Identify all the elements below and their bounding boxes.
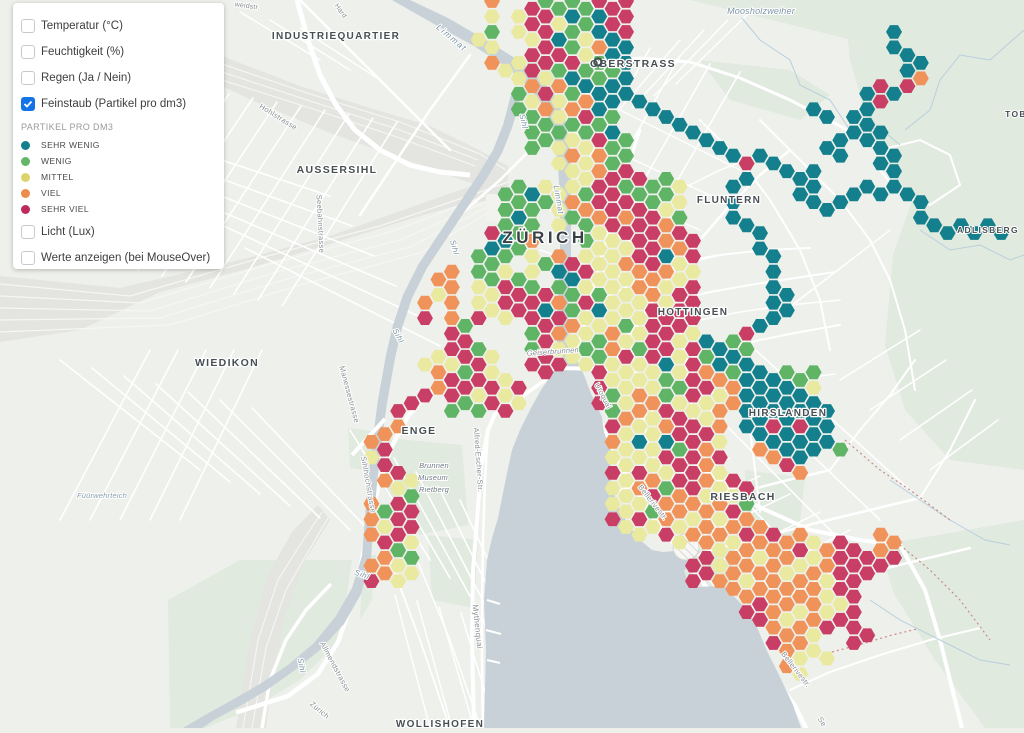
svg-text:Moosholzweiher: Moosholzweiher <box>727 6 796 16</box>
svg-text:FLUNTERN: FLUNTERN <box>697 195 761 206</box>
svg-text:TOB: TOB <box>1005 109 1024 119</box>
svg-text:Brunnen: Brunnen <box>419 461 449 470</box>
svg-text:Sihl: Sihl <box>296 657 308 674</box>
svg-text:Rietberg: Rietberg <box>419 485 450 494</box>
svg-text:OBERSTRASS: OBERSTRASS <box>590 58 676 70</box>
svg-text:Füürwehrteich: Füürwehrteich <box>77 491 127 500</box>
svg-text:Sihl: Sihl <box>517 113 529 130</box>
svg-text:HIRSLANDEN: HIRSLANDEN <box>749 408 828 419</box>
svg-text:WIEDIKON: WIEDIKON <box>195 357 259 369</box>
svg-text:ENGE: ENGE <box>402 425 437 437</box>
svg-text:Museum: Museum <box>418 473 448 482</box>
svg-text:WOLLISHOFEN: WOLLISHOFEN <box>396 719 484 728</box>
svg-text:INDUSTRIEQUARTIER: INDUSTRIEQUARTIER <box>272 31 400 42</box>
svg-text:HOTTINGEN: HOTTINGEN <box>658 307 729 318</box>
svg-text:AUSSERSIHL: AUSSERSIHL <box>297 164 378 176</box>
svg-text:Seebahnstrasse: Seebahnstrasse <box>314 194 326 253</box>
svg-text:ZÜRICH: ZÜRICH <box>502 228 587 247</box>
svg-text:RIESBACH: RIESBACH <box>710 491 775 503</box>
svg-text:ADLISBERG: ADLISBERG <box>957 225 1019 235</box>
